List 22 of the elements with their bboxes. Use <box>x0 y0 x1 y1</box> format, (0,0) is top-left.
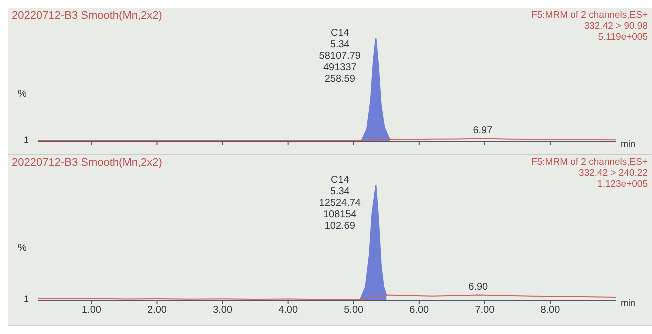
x-tick-label: 7.00 <box>475 305 496 316</box>
x-axis-title: min <box>621 139 636 150</box>
x-tick-label: 5.00 <box>344 305 364 316</box>
x-tick-label: 6.00 <box>410 305 430 316</box>
x-tick-label: 8.00 <box>540 305 561 316</box>
annotation: C14 5.34 12524.74 108154 102.69 <box>319 175 362 232</box>
x-tick-label: 1.00 <box>82 305 102 316</box>
chart-title: 20220712-B3 Smooth(Mn,2x2) <box>12 10 162 22</box>
annotation: 6.97 <box>473 126 494 137</box>
text: 1 <box>24 294 30 304</box>
x-tick-label: 3.00 <box>213 305 233 316</box>
x-axis-title: min <box>621 298 636 308</box>
annotation: 6.90 <box>468 282 489 294</box>
y-axis-title: % <box>18 89 27 100</box>
y-axis-title: % <box>18 242 27 254</box>
chart-title: 20220712-B3 Smooth(Mn,2x2) <box>12 157 162 169</box>
annotation: C14 5.34 58107.79 491337 258.59 <box>319 28 362 85</box>
x-tick-label: 2.00 <box>148 305 168 316</box>
chart-subtitle: F5:MRM of 2 channels,ES+ 332.42 > 240.22 1.123e+005 <box>532 157 648 190</box>
chart-subtitle: F5:MRM of 2 channels,ES+ 332.42 > 90.98 5.119e+005 <box>532 10 648 43</box>
text: 1 <box>24 135 30 145</box>
x-tick-label: 4.00 <box>278 305 299 316</box>
